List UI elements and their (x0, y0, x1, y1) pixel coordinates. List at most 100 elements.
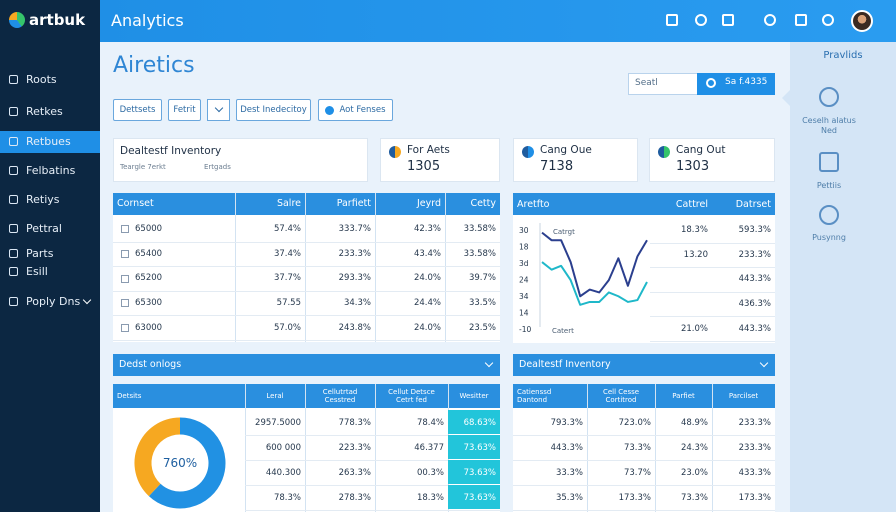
donut-segment (134, 417, 181, 497)
sidebar (0, 0, 100, 512)
sidebar-icon (9, 75, 18, 84)
table-cell: 39.7% (468, 273, 496, 284)
table-cell: 18.3% (416, 492, 444, 503)
table-cell: 43.4% (413, 248, 441, 259)
sidebar-item[interactable]: Retiys (26, 193, 60, 206)
table-cell: 440.300 (265, 467, 301, 478)
row-divider (650, 341, 775, 342)
checkbox[interactable] (121, 299, 129, 308)
sidebar-item[interactable]: Esill (26, 265, 48, 278)
checkbox[interactable] (121, 249, 129, 258)
table-cell: 24.0% (413, 273, 441, 284)
sidebar-item[interactable]: Roots (26, 73, 57, 86)
sidebar-item[interactable]: Retbues (26, 135, 71, 148)
table-cell: 333.7% (338, 224, 371, 235)
header-icon[interactable] (822, 14, 834, 26)
table-cell: 73.7% (623, 467, 651, 478)
chart-label: Catert (552, 327, 574, 335)
column-header: Cornset (117, 198, 154, 209)
table-cell: 233.3% (738, 249, 771, 260)
card: Cang Oue 7138 (513, 138, 638, 182)
dropdown[interactable] (207, 99, 230, 121)
column-header: Parcilset (728, 392, 759, 400)
checkbox[interactable] (121, 225, 129, 234)
panel-item: Ceselh alatus Ned (802, 116, 856, 135)
sidebar-item[interactable]: Retkes (26, 105, 63, 118)
section-bar[interactable] (113, 354, 500, 376)
donut-chart: 760% (134, 417, 226, 509)
table-cell: 24.3% (680, 442, 708, 453)
table-header (113, 384, 500, 408)
search-button[interactable] (697, 73, 775, 95)
button[interactable]: Aot Fenses (318, 99, 393, 121)
table-cell: 23.0% (680, 467, 708, 478)
sidebar-icon (9, 297, 18, 306)
table-cell: 68.63% (463, 417, 496, 428)
search-box[interactable]: Seatl (628, 73, 698, 95)
checkbox[interactable] (121, 323, 129, 332)
panel-icon[interactable] (819, 152, 839, 172)
section-bar[interactable] (513, 354, 775, 376)
table-cell: 24.4% (413, 298, 441, 309)
table-cell: 46.377 (414, 442, 444, 453)
highlight-cell (448, 410, 500, 434)
table-cell: 778.3% (338, 417, 371, 428)
button[interactable]: Fetrit (168, 99, 201, 121)
card: Cang Out 1303 (649, 138, 775, 182)
button[interactable]: Dest Inedecitoy (236, 99, 311, 121)
table-header (113, 193, 500, 215)
header-icon[interactable] (764, 14, 776, 26)
column-header: Leral (266, 392, 284, 400)
highlight-cell (448, 485, 500, 509)
panel-icon[interactable] (819, 87, 839, 107)
table-cell: 33.5% (468, 298, 496, 309)
sidebar-item[interactable]: Parts (26, 247, 54, 260)
header-icon[interactable] (722, 14, 734, 26)
row-divider (113, 340, 500, 341)
search-button-text: Sa f.4335 (725, 77, 768, 87)
table-cell: 63000 (135, 322, 163, 333)
column-header: Parfiet (672, 392, 695, 400)
table-cell: 78.3% (273, 492, 301, 503)
chart-label: Catrgt (553, 228, 575, 236)
table-cell: 73.63% (463, 467, 496, 478)
table-cell: 65300 (135, 298, 163, 309)
checkbox[interactable] (121, 274, 129, 283)
sidebar-item[interactable]: Pettral (26, 222, 62, 235)
table-cell: 13.20 (683, 249, 708, 260)
axis-label: -10 (519, 325, 531, 334)
header-title: Analytics (111, 11, 184, 30)
table-cell: 21.0% (680, 323, 708, 334)
panel-header (513, 193, 775, 215)
card: For Aets 1305 (380, 138, 500, 182)
column-divider (375, 193, 376, 342)
panel-title: Pravlids (823, 50, 863, 61)
sidebar-item[interactable]: Felbatins (26, 164, 76, 177)
row-divider (513, 485, 775, 486)
sidebar-item[interactable]: Poply Dns (26, 295, 81, 308)
row-divider (650, 242, 775, 244)
row-divider (650, 291, 775, 293)
row-divider (650, 267, 775, 269)
column-divider (235, 193, 236, 342)
table-cell: 263.3% (338, 467, 371, 478)
header-icon[interactable] (795, 14, 807, 26)
panel-icon[interactable] (819, 205, 839, 225)
table-cell: 233.3% (738, 442, 771, 453)
row-divider (513, 435, 775, 436)
button[interactable]: Dettsets (113, 99, 162, 121)
button-label: Fetrit (173, 105, 196, 115)
axis-label: 34 (519, 292, 529, 301)
table-header (513, 384, 775, 408)
section-title: Dealtestf Inventory (519, 359, 611, 370)
column-header: Detsits (117, 392, 142, 400)
sidebar-active (0, 131, 100, 153)
header-icon[interactable] (666, 14, 678, 26)
table-cell: 443.3% (550, 442, 583, 453)
card-icon (522, 146, 534, 158)
column-divider (445, 193, 446, 342)
sidebar-icon (9, 195, 18, 204)
header-icon[interactable] (695, 14, 707, 26)
card-title: Cang Oue (540, 144, 592, 156)
